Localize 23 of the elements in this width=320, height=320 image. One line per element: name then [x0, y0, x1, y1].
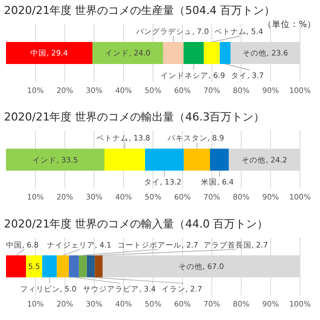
- bar: [26, 255, 42, 278]
- bar: [204, 42, 220, 64]
- bar: [184, 42, 204, 64]
- bar: [92, 42, 163, 64]
- bar: [184, 148, 210, 171]
- chart-title: 2020/21年度 世界のコメの生産量（504.4 百万トン）: [4, 4, 276, 17]
- bar: [6, 42, 92, 64]
- bar: [94, 255, 103, 278]
- bar: [104, 148, 146, 171]
- bar: [86, 255, 95, 278]
- bar: [145, 148, 184, 171]
- chart-title: 2020/21年度 世界のコメの輸出量（46.3百万トン）: [4, 110, 265, 124]
- bar: [6, 255, 26, 278]
- chart-title: 2020/21年度 世界のコメの輸入量（44.0 百万トン）: [4, 217, 268, 230]
- bar: [210, 148, 229, 171]
- bar: [78, 255, 87, 278]
- bar: [42, 255, 57, 278]
- bar: [6, 148, 104, 171]
- bar: [162, 42, 184, 64]
- bar: [68, 255, 79, 278]
- bar: [56, 255, 69, 278]
- chart-subtitle: （単位：%）: [262, 19, 316, 30]
- bar: [220, 42, 231, 64]
